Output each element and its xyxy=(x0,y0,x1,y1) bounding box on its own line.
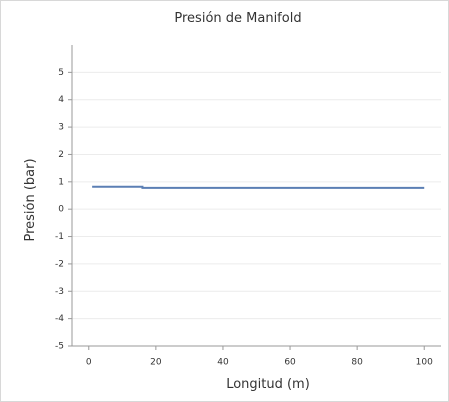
x-tick-label: 20 xyxy=(150,358,162,368)
x-axis-label: Longitud (m) xyxy=(226,377,310,392)
x-tick-label: 100 xyxy=(416,358,433,368)
y-tick-label: -3 xyxy=(55,287,64,297)
y-tick-label: 3 xyxy=(58,123,64,133)
x-tick-label: 60 xyxy=(284,358,296,368)
y-axis-label: Presión (bar) xyxy=(23,158,38,241)
y-tick-label: 4 xyxy=(58,95,64,105)
y-tick-label: -1 xyxy=(55,232,64,242)
x-tick-label: 0 xyxy=(86,358,92,368)
y-tick-label: 0 xyxy=(58,205,64,215)
y-tick-label: 2 xyxy=(58,150,64,160)
y-tick-label: -2 xyxy=(55,259,64,269)
x-tick-label: 80 xyxy=(351,358,363,368)
y-tick-label: 5 xyxy=(58,68,64,78)
x-tick-label: 40 xyxy=(217,358,229,368)
chart-title: Presión de Manifold xyxy=(174,11,301,26)
y-tick-label: -4 xyxy=(55,314,64,324)
y-tick-label: -5 xyxy=(55,342,64,352)
y-tick-label: 1 xyxy=(58,177,64,187)
data-line xyxy=(92,185,425,189)
